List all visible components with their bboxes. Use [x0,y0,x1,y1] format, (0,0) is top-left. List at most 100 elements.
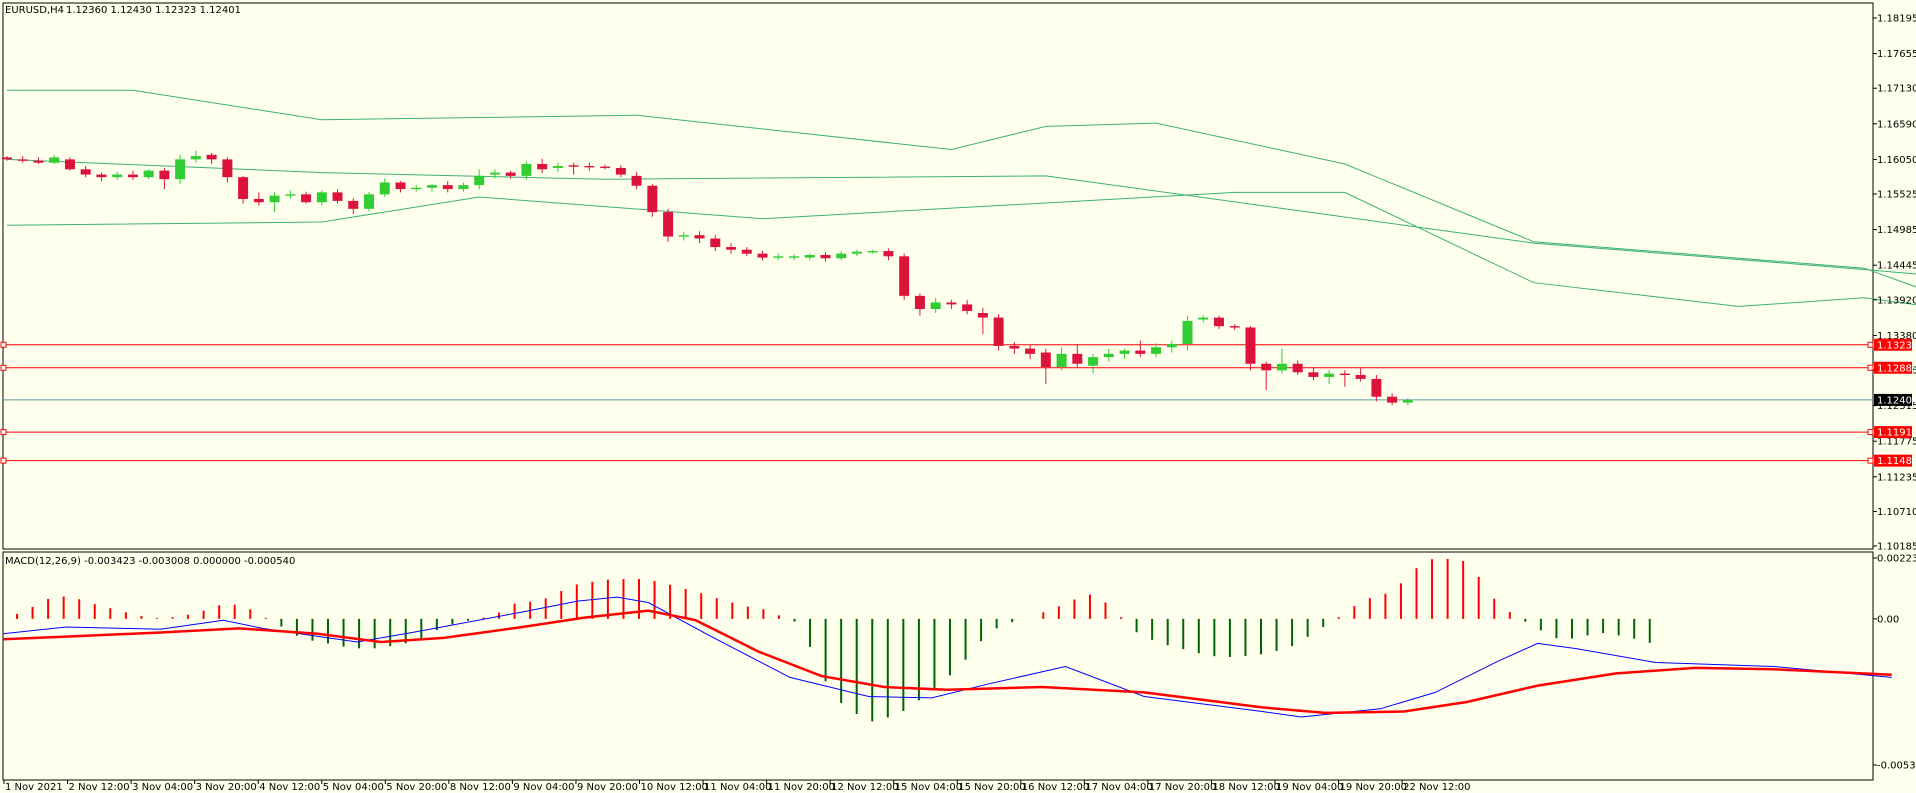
candle[interactable] [222,157,233,183]
level-anchor-right[interactable] [1867,429,1874,436]
candle[interactable] [836,251,847,261]
horizontal-levels[interactable] [0,341,1874,464]
candle[interactable] [804,253,815,261]
candle[interactable] [1213,315,1224,329]
candle[interactable] [1308,367,1319,381]
candle[interactable] [175,154,186,184]
candle[interactable] [96,172,107,182]
candle[interactable] [426,183,437,192]
candle[interactable] [552,162,563,172]
candle[interactable] [316,190,327,206]
candle[interactable] [127,170,138,180]
candle[interactable] [977,307,988,335]
candle[interactable] [1371,374,1382,402]
candle[interactable] [379,178,390,197]
candle[interactable] [1088,353,1099,374]
candle[interactable] [1009,341,1020,354]
candle[interactable] [647,183,658,217]
candle[interactable] [33,157,44,165]
candle[interactable] [1387,393,1398,406]
candle[interactable] [1324,369,1335,385]
candle[interactable] [442,181,453,193]
candle[interactable] [1135,340,1146,358]
candle[interactable] [1261,361,1272,391]
level-anchor-left[interactable] [0,457,7,464]
candle[interactable] [899,253,910,300]
candle[interactable] [851,249,862,257]
candle[interactable] [537,158,548,174]
candle[interactable] [159,167,170,190]
candle[interactable] [867,249,878,254]
candle[interactable] [1182,315,1193,351]
level-anchor-left[interactable] [0,364,7,371]
candle[interactable] [112,171,123,180]
candle[interactable] [1276,348,1287,374]
candles[interactable] [2,150,1413,406]
candle[interactable] [395,181,406,193]
candle[interactable] [2,156,12,161]
candle[interactable] [1402,398,1413,406]
candle[interactable] [741,247,752,257]
candle[interactable] [1103,348,1114,362]
candle[interactable] [615,165,626,178]
level-anchor-right[interactable] [1867,341,1874,348]
candle[interactable] [1072,343,1083,368]
candle[interactable] [820,252,831,262]
candle[interactable] [64,157,75,171]
candle[interactable] [489,169,500,179]
level-anchor-left[interactable] [0,429,7,436]
candle[interactable] [17,156,28,163]
candle[interactable] [631,171,642,190]
level-anchor-right[interactable] [1867,364,1874,371]
candle[interactable] [726,243,737,254]
candle[interactable] [663,208,674,242]
candle[interactable] [238,175,249,204]
candle[interactable] [1198,315,1209,323]
candle[interactable] [883,248,894,261]
level-anchor-left[interactable] [0,341,7,348]
candle[interactable] [930,297,941,313]
candle[interactable] [301,191,312,204]
candle[interactable] [1119,348,1130,360]
candle[interactable] [285,190,296,199]
candle[interactable] [1056,347,1067,371]
candle[interactable] [49,154,60,165]
candle[interactable] [773,253,784,261]
candle[interactable] [678,231,689,241]
candle[interactable] [1339,370,1350,387]
candle[interactable] [1040,348,1051,385]
candle[interactable] [789,254,799,261]
candle[interactable] [458,182,469,192]
candle[interactable] [474,169,485,190]
candle[interactable] [568,162,579,175]
candle[interactable] [1292,360,1303,375]
candle[interactable] [1166,340,1177,353]
candle[interactable] [190,150,201,163]
candle[interactable] [584,162,595,171]
candle[interactable] [694,231,705,244]
candle[interactable] [1151,343,1162,358]
candle[interactable] [348,198,359,215]
candle[interactable] [1355,368,1366,382]
candle[interactable] [411,185,422,192]
candle[interactable] [1245,326,1256,371]
candle[interactable] [269,192,280,213]
candle[interactable] [757,251,768,261]
candle[interactable] [521,161,532,180]
candle[interactable] [332,189,343,204]
candle[interactable] [946,299,957,310]
level-anchor-right[interactable] [1867,457,1874,464]
candle[interactable] [600,164,611,170]
candle[interactable] [253,192,264,206]
candle[interactable] [505,170,516,179]
candle[interactable] [914,293,925,316]
candle[interactable] [143,169,154,180]
candle[interactable] [1229,324,1240,331]
candle[interactable] [962,299,973,315]
candle[interactable] [710,235,721,252]
candle[interactable] [993,314,1004,351]
candle[interactable] [206,152,217,165]
candle[interactable] [364,191,375,212]
candle[interactable] [1025,344,1036,360]
